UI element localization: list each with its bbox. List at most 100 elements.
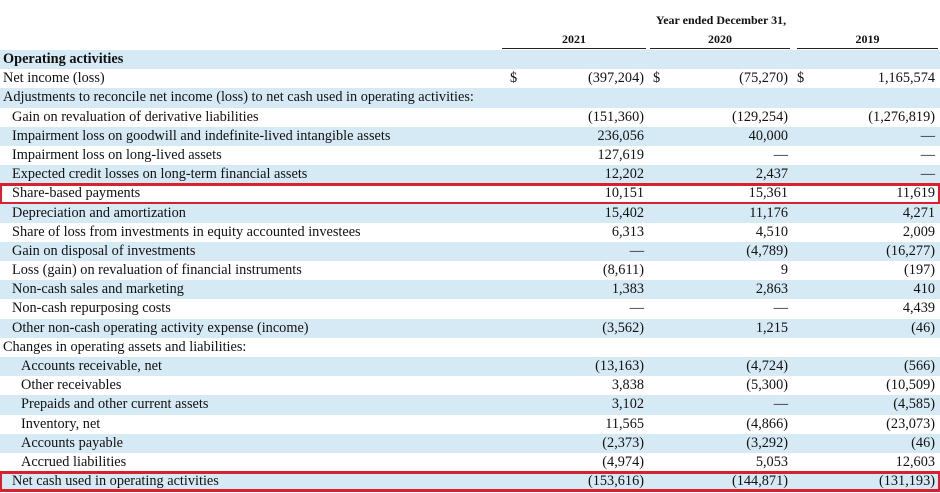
- value-2020: 2,863: [755, 281, 788, 298]
- value-2020: —: [773, 300, 788, 317]
- value-2019: (46): [911, 434, 935, 451]
- value-2020: 2,437: [755, 166, 788, 183]
- value-2019: (197): [904, 262, 935, 279]
- row-label: Accounts receivable, net: [21, 358, 162, 374]
- currency-symbol: $: [653, 70, 661, 87]
- year-2019-header: 2019: [797, 31, 938, 49]
- row-label: Changes in operating assets and liabilit…: [3, 338, 247, 355]
- row-label: Share-based payments: [12, 185, 141, 202]
- value-2019: 1,165,574: [877, 70, 935, 87]
- value-2019: —: [920, 127, 935, 144]
- row-label: Accrued liabilities: [21, 453, 127, 470]
- value-2021: (8,611): [602, 262, 644, 279]
- value-2020: (4,866): [746, 415, 788, 432]
- value-2021: (13,163): [595, 358, 644, 374]
- row-label: Inventory, net: [21, 415, 101, 432]
- value-2021: 1,383: [611, 281, 644, 298]
- row-label: Accounts payable: [21, 434, 124, 451]
- value-2019: (566): [904, 358, 935, 374]
- value-2019: (23,073): [886, 415, 935, 432]
- value-2019: 11,619: [896, 185, 935, 202]
- value-2020: 15,361: [748, 185, 788, 202]
- value-2020: 9: [780, 262, 788, 279]
- row-label: Non-cash sales and marketing: [12, 281, 184, 298]
- row-label: Other non-cash operating activity expens…: [12, 319, 309, 336]
- row-label: Operating activities: [3, 51, 124, 67]
- value-2020: 5,053: [755, 453, 788, 470]
- table-row: Share of loss from investments in equity…: [0, 223, 940, 242]
- value-2019: (4,585): [893, 396, 935, 413]
- value-2019: 2,009: [902, 223, 935, 240]
- table-row: Other non-cash operating activity expens…: [0, 318, 940, 338]
- table-row: Gain on disposal of investments — (4,789) (…: [0, 241, 940, 262]
- period-header: Year ended December 31,: [655, 13, 787, 27]
- row-label: Impairment loss on long-lived assets: [12, 146, 222, 163]
- value-2019: (131,193): [879, 473, 935, 490]
- row-label: Net income (loss): [3, 70, 105, 87]
- row-label: Expected credit losses on long-term fina…: [12, 166, 308, 183]
- value-2019: (46): [911, 319, 935, 336]
- value-2020: (144,871): [732, 473, 788, 490]
- table-row: Changes in operating assets and liabilit…: [0, 338, 940, 357]
- value-2021: 10,151: [604, 185, 644, 202]
- table-row: Impairment loss on long-lived assets 127,…: [0, 146, 940, 165]
- table-row: Accounts payable (2,373) (3,292) (46): [0, 433, 940, 453]
- value-2020: (4,789): [746, 242, 788, 259]
- cash-flow-table: Operating activities Net income (loss) $ $ $…: [0, 50, 940, 493]
- value-2019: —: [920, 146, 935, 163]
- row-label: Prepaids and other current assets: [21, 396, 209, 413]
- currency-symbol: $: [797, 70, 805, 87]
- row-label: Loss (gain) on revaluation of financial …: [12, 262, 302, 279]
- value-2020: (5,300): [746, 377, 788, 394]
- table-row: Depreciation and amortization 15,402 11,17…: [0, 203, 940, 223]
- table-row: Accounts receivable, net (13,163) (4,724) (…: [0, 357, 940, 377]
- value-2021: 11,565: [605, 415, 644, 432]
- value-2019: 410: [913, 281, 935, 298]
- table-row: Other receivables 3,838 (5,300) (10,509): [0, 376, 940, 395]
- value-2021: 15,402: [604, 204, 644, 221]
- value-2019: (10,509): [886, 377, 935, 394]
- value-2021: 3,102: [611, 396, 644, 413]
- value-2021: 236,056: [597, 127, 644, 144]
- value-2021: (151,360): [588, 108, 644, 125]
- value-2021: —: [629, 300, 644, 317]
- table-row: Operating activities: [0, 50, 940, 70]
- row-label: Adjustments to reconcile net income (los…: [3, 89, 474, 106]
- currency-symbol: $: [510, 70, 518, 87]
- value-2019: —: [920, 166, 935, 183]
- value-2021: 3,838: [611, 377, 644, 394]
- table-row: Net income (loss) $ $ $ (397,204) (75,270) 1,1…: [0, 69, 940, 88]
- row-label: Gain on disposal of investments: [12, 242, 196, 259]
- table-row: Accrued liabilities (4,974) 5,053 12,603: [0, 453, 940, 472]
- value-2019: (16,277): [886, 242, 935, 259]
- value-2020: —: [773, 396, 788, 413]
- value-2020: 11,176: [749, 204, 788, 221]
- table-row: Adjustments to reconcile net income (los…: [0, 88, 940, 108]
- value-2020: (75,270): [739, 70, 788, 87]
- value-2021: (3,562): [602, 319, 644, 336]
- value-2021: 127,619: [597, 146, 644, 163]
- value-2020: (3,292): [746, 434, 788, 451]
- value-2020: (4,724): [746, 358, 788, 374]
- table-row: Impairment loss on goodwill and indefini…: [0, 126, 940, 146]
- value-2021: 6,313: [611, 223, 644, 240]
- table-row: Loss (gain) on revaluation of financial …: [0, 261, 940, 280]
- table-row: Share-based payments 10,151 15,361 11,619: [0, 183, 940, 205]
- value-2021: —: [629, 242, 644, 259]
- value-2021: (153,616): [588, 473, 644, 490]
- value-2019: (1,276,819): [868, 108, 935, 125]
- table-row: Expected credit losses on long-term fina…: [0, 165, 940, 185]
- value-2020: 40,000: [748, 127, 788, 144]
- table-row: Non-cash repurposing costs — — 4,439: [0, 299, 940, 318]
- row-label: Depreciation and amortization: [12, 204, 186, 221]
- value-2021: 12,202: [604, 166, 644, 183]
- row-label: Gain on revaluation of derivative liabil…: [12, 108, 259, 125]
- table-row: Gain on revaluation of derivative liabil…: [0, 108, 940, 127]
- value-2019: 4,439: [902, 300, 935, 317]
- year-header-row: 2021 2020 2019: [0, 31, 940, 49]
- row-label: Other receivables: [21, 377, 122, 394]
- table-row: Inventory, net 11,565 (4,866) (23,073): [0, 415, 940, 434]
- value-2020: 4,510: [755, 223, 788, 240]
- value-2021: (397,204): [588, 70, 644, 87]
- table-row: Non-cash sales and marketing 1,383 2,863 41…: [0, 280, 940, 300]
